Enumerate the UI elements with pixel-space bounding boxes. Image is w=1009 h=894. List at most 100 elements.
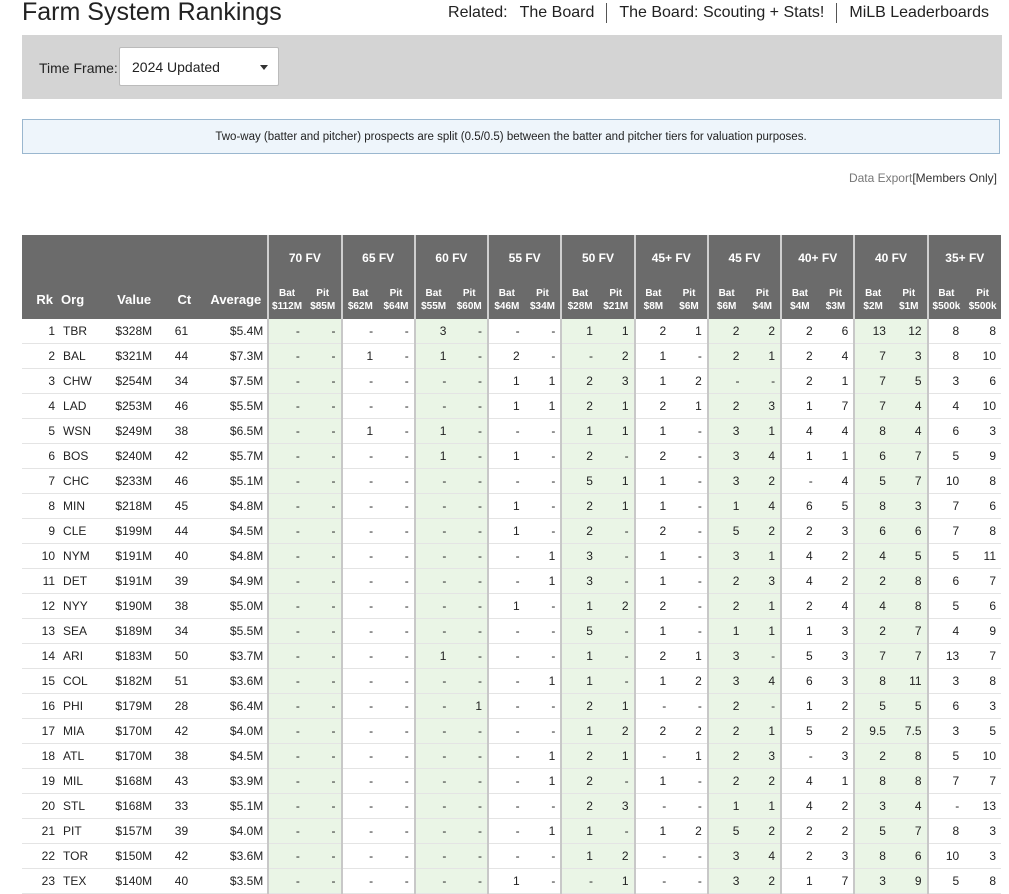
tier-count-cell: 7 [890, 643, 928, 669]
tier-count-cell: 1 [744, 543, 782, 569]
pit-value-header[interactable]: Pit $3M [817, 280, 855, 319]
tier-count-cell: 4 [890, 793, 928, 819]
org-cell[interactable]: SEA [59, 618, 110, 644]
tier-count-cell: 1 [560, 593, 598, 619]
tier-count-cell: - [304, 718, 342, 744]
tier-count-cell: 3 [706, 543, 745, 569]
col-value-header[interactable]: Value [109, 280, 158, 319]
pit-value-header[interactable]: Pit $500k [964, 280, 1001, 319]
rank-cell: 5 [22, 418, 60, 444]
value-cell: $328M [109, 319, 158, 344]
timeframe-select[interactable]: 2024 Updated [119, 47, 279, 86]
col-ct-header[interactable]: Ct [157, 280, 198, 319]
tier-count-cell: 3 [964, 418, 1001, 444]
average-cell: $4.5M [197, 743, 269, 769]
bat-label: Bat [572, 287, 589, 299]
count-cell: 40 [157, 543, 198, 569]
bat-value-header[interactable]: Bat $8M [633, 280, 672, 319]
pit-value-header[interactable]: Pit $60M [451, 280, 489, 319]
table-row: 2 BAL $321M 44 $7.3M - -1-1-2- -2 1-2 1 2 4 7 3 8 10 [22, 343, 1001, 369]
tier-count-cell: - [378, 693, 415, 719]
tier-count-cell: - [413, 718, 452, 744]
tier-count-cell: 1 [413, 418, 452, 444]
tier-count-cell: - [378, 718, 415, 744]
org-cell[interactable]: ARI [59, 643, 110, 669]
org-cell[interactable]: TEX [59, 868, 110, 894]
bat-value-header[interactable]: Bat $112M [267, 280, 305, 319]
tier-count-cell: 5 [780, 718, 818, 744]
tier-count-cell: - [560, 343, 598, 369]
pit-value-header[interactable]: Pit $21M [597, 280, 635, 319]
count-cell: 34 [157, 618, 198, 644]
value-cell: $179M [109, 693, 158, 719]
org-cell[interactable]: CHW [59, 368, 110, 394]
org-cell[interactable]: TBR [59, 319, 110, 344]
tier-count-cell: 6 [926, 568, 965, 594]
tier-count-cell: 1 [487, 868, 525, 894]
bat-value-header[interactable]: Bat $62M [340, 280, 379, 319]
org-cell[interactable]: STL [59, 793, 110, 819]
link-board-scouting-stats[interactable]: The Board: Scouting + Stats! [606, 3, 836, 23]
tier-count-cell: 3 [853, 793, 891, 819]
org-cell[interactable]: MIN [59, 493, 110, 519]
org-cell[interactable]: CHC [59, 468, 110, 494]
org-cell[interactable]: BAL [59, 343, 110, 369]
link-milb-leaderboards[interactable]: MiLB Leaderboards [836, 3, 989, 23]
members-only-link[interactable]: [Members Only] [912, 171, 997, 185]
col-average-header[interactable]: Average [197, 280, 269, 319]
value-cell: $253M [109, 393, 158, 419]
bat-dollar-value: $500k [932, 300, 961, 312]
org-cell[interactable]: PHI [59, 693, 110, 719]
bat-value-header[interactable]: Bat $6M [706, 280, 745, 319]
bat-value-header[interactable]: Bat $46M [487, 280, 525, 319]
tier-count-cell: - [304, 618, 342, 644]
tier-count-cell: 1 [780, 443, 818, 469]
table-row: 6 BOS $240M 42 $5.7M - - - -1-1-2-2-3 4 1 1 6 7 5 9 [22, 443, 1001, 469]
bat-value-header[interactable]: Bat $500k [926, 280, 965, 319]
tier-count-cell: - [378, 818, 415, 844]
org-cell[interactable]: PIT [59, 818, 110, 844]
tier-count-cell: 1 [487, 368, 525, 394]
org-cell[interactable]: COL [59, 668, 110, 694]
pit-value-header[interactable]: Pit $64M [378, 280, 415, 319]
tier-count-cell: - [267, 518, 305, 544]
tier-count-cell: 5 [964, 718, 1001, 744]
bat-value-header[interactable]: Bat $28M [560, 280, 598, 319]
pit-value-header[interactable]: Pit $34M [524, 280, 562, 319]
tier-count-cell: 1 [633, 568, 672, 594]
value-cell: $254M [109, 368, 158, 394]
pit-value-header[interactable]: Pit $4M [744, 280, 782, 319]
link-the-board[interactable]: The Board [519, 4, 595, 21]
tier-count-cell: 8 [926, 343, 965, 369]
tier-count-cell: - [451, 493, 489, 519]
org-cell[interactable]: BOS [59, 443, 110, 469]
tier-count-cell: - [413, 568, 452, 594]
org-cell[interactable]: ATL [59, 743, 110, 769]
col-org-header[interactable]: Org [59, 280, 110, 319]
bat-value-header[interactable]: Bat $4M [780, 280, 818, 319]
table-row: 4 LAD $253M 46 $5.5M - - - - - -1 1 2 1 2 1 2 3 1 7 7 4 4 10 [22, 393, 1001, 419]
tier-header: 70 FV [267, 235, 342, 280]
org-cell[interactable]: DET [59, 568, 110, 594]
org-cell[interactable]: LAD [59, 393, 110, 419]
org-cell[interactable]: MIA [59, 718, 110, 744]
tier-count-cell: 3 [926, 368, 965, 394]
tier-count-cell: 5 [890, 693, 928, 719]
average-cell: $4.8M [197, 543, 269, 569]
pit-value-header[interactable]: Pit $6M [671, 280, 708, 319]
tier-count-cell: 1 [524, 768, 562, 794]
org-cell[interactable]: NYM [59, 543, 110, 569]
org-cell[interactable]: MIL [59, 768, 110, 794]
rank-cell: 23 [22, 868, 60, 894]
bat-value-header[interactable]: Bat $55M [413, 280, 452, 319]
pit-value-header[interactable]: Pit $85M [304, 280, 342, 319]
tier-count-cell: - [304, 418, 342, 444]
pit-value-header[interactable]: Pit $1M [890, 280, 928, 319]
bat-value-header[interactable]: Bat $2M [853, 280, 891, 319]
org-cell[interactable]: WSN [59, 418, 110, 444]
col-rk-header[interactable]: Rk [22, 280, 60, 319]
org-cell[interactable]: NYY [59, 593, 110, 619]
rank-cell: 7 [22, 468, 60, 494]
org-cell[interactable]: CLE [59, 518, 110, 544]
tier-count-cell: 7 [853, 643, 891, 669]
